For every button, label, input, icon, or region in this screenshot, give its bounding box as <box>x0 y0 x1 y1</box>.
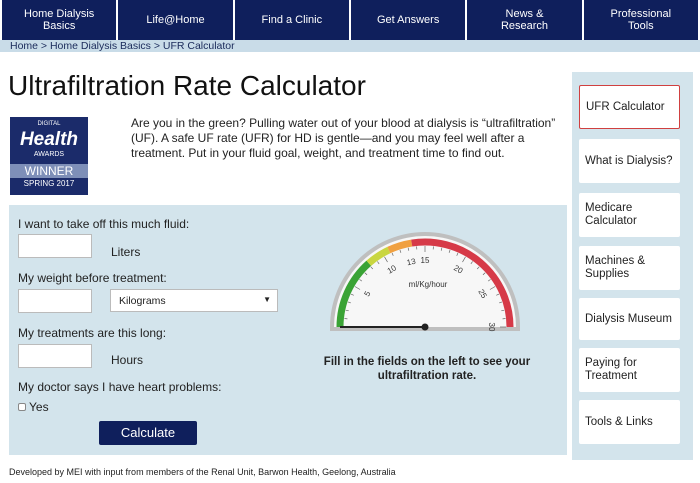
award-season: SPRING 2017 <box>23 179 75 188</box>
heart-option: Yes <box>29 400 49 414</box>
gauge-tick <box>470 261 473 265</box>
weight-input[interactable] <box>18 289 92 313</box>
gauge-tick <box>350 293 354 296</box>
gauge-tick <box>440 247 443 251</box>
gauge-tick <box>399 249 402 253</box>
sidebar-link[interactable]: What is Dialysis? <box>579 139 680 183</box>
gauge-band <box>336 260 372 328</box>
sidebar-link[interactable]: Tools & Links <box>579 400 680 444</box>
nav-item[interactable]: Professional Tools <box>583 0 698 40</box>
fluid-unit: Liters <box>111 245 141 259</box>
gauge-tick <box>456 252 459 256</box>
fluid-label: I want to take off this much fluid: <box>18 217 190 231</box>
gauge-tick-label: 15 <box>421 256 430 265</box>
footer: Developed by MEI with input from members… <box>9 467 396 477</box>
gauge-tick <box>377 261 380 265</box>
time-label: My treatments are this long: <box>18 326 167 340</box>
calculate-button[interactable]: Calculate <box>99 421 197 445</box>
fluid-input[interactable] <box>18 234 92 258</box>
gauge-tick <box>347 301 351 304</box>
gauge-tick <box>499 301 503 304</box>
nav-item[interactable]: Find a Clinic <box>234 0 349 40</box>
breadcrumb: Home > Home Dialysis Basics > UFR Calcul… <box>0 40 700 52</box>
gauge-tick <box>462 256 466 263</box>
sidebar-link[interactable]: UFR Calculator <box>579 85 680 129</box>
intro-text: Are you in the green? Pulling water out … <box>131 116 556 160</box>
select-arrow: ▼ <box>263 295 271 304</box>
gauge-tick <box>370 266 374 270</box>
page-title: Ultrafiltration Rate Calculator <box>8 70 366 101</box>
gauge-tick <box>359 279 363 282</box>
weight-label: My weight before treatment: <box>18 271 167 285</box>
gauge-tick <box>489 286 496 290</box>
gauge-band <box>387 239 413 254</box>
sidebar-link[interactable]: Machines & Supplies <box>579 246 680 290</box>
sidebar-link[interactable]: Medicare Calculator <box>579 193 680 237</box>
award-badge: DIGITAL Health AWARDS WINNER SPRING 2017 <box>10 117 88 195</box>
gauge-tick <box>345 309 349 312</box>
sidebar-link[interactable]: Dialysis Museum <box>579 298 680 340</box>
gauge-tick-label: 13 <box>406 257 417 268</box>
award-winner: WINNER <box>10 164 88 178</box>
gauge-tick <box>496 293 500 296</box>
gauge-tick <box>448 249 451 253</box>
unit-select-text: Kilograms <box>119 295 166 307</box>
nav-item[interactable]: Get Answers <box>350 0 466 40</box>
heart-label: My doctor says I have heart problems: <box>18 380 222 394</box>
nav-item[interactable]: News & Research <box>467 0 582 40</box>
gauge-tick <box>476 266 480 270</box>
gauge-tick <box>354 286 361 290</box>
nav-bar: Home Dialysis Basics Life@Home Find a Clin… <box>0 0 700 40</box>
nav-item[interactable]: Home Dialysis Basics <box>2 0 117 40</box>
gauge-band <box>366 246 391 266</box>
unit-select[interactable]: Kilograms ▼ <box>110 289 278 312</box>
gauge-tick <box>482 272 486 276</box>
gauge-message: Fill in the fields on the left to see yo… <box>323 356 531 382</box>
time-input[interactable] <box>18 344 92 368</box>
award-name: Health <box>19 129 79 150</box>
gauge-band <box>411 238 514 328</box>
gauge-unit: ml/Kg/hour <box>409 280 448 289</box>
award-sub: AWARDS <box>33 151 65 158</box>
award-top: DIGITAL <box>37 121 61 127</box>
sidebar-link[interactable]: Paying for Treatment <box>579 348 680 392</box>
time-unit: Hours <box>111 353 144 367</box>
gauge-hub <box>421 323 429 331</box>
sidebar: UFR Calculator What is Dialysis? Medicare … <box>572 72 693 460</box>
gauge-tick <box>487 279 491 282</box>
nav-item[interactable]: Life@Home <box>118 0 233 40</box>
gauge-tick <box>501 309 505 312</box>
gauge-tick <box>364 272 368 276</box>
gauge-tick <box>391 252 394 256</box>
gauge-tick <box>384 256 388 263</box>
gauge-tick <box>407 247 410 251</box>
heart-checkbox[interactable] <box>18 403 26 411</box>
gauge-tick-label: 30 <box>487 323 496 332</box>
gauge-tick-label: 5 <box>362 289 372 298</box>
